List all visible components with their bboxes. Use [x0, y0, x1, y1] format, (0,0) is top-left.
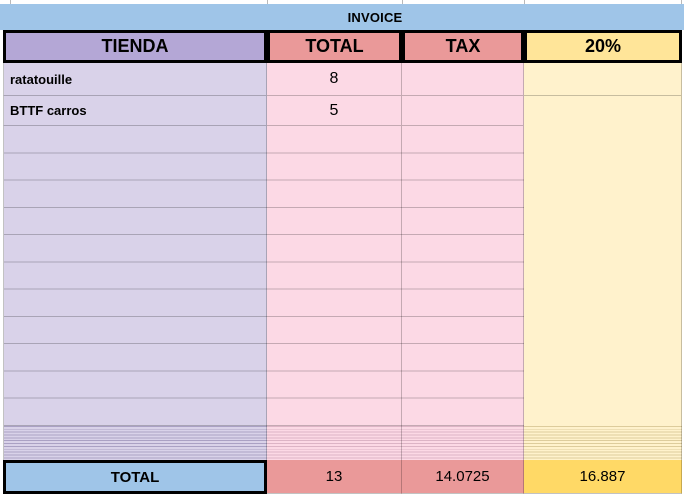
hidden-rows-band-pct [524, 426, 682, 460]
footer-total-label-cell[interactable]: TOTAL [3, 460, 267, 494]
header-cell-total[interactable]: TOTAL [267, 30, 402, 63]
cell-tienda[interactable]: ratatouille [3, 63, 267, 96]
cell-tienda[interactable]: BTTF carros [3, 96, 267, 126]
column-divider-tick [681, 0, 682, 4]
invoice-title-cell[interactable]: INVOICE [0, 4, 684, 30]
footer-tax-value-cell[interactable]: 14.0725 [402, 460, 524, 494]
column-divider-tick [10, 0, 11, 4]
footer-pct-value-cell[interactable]: 16.887 [524, 460, 682, 494]
column-divider-tick [402, 0, 403, 4]
footer-total-value-cell[interactable]: 13 [267, 460, 402, 494]
top-gutter [0, 0, 686, 4]
header-row: TIENDA TOTAL TAX 20% [3, 30, 682, 63]
header-cell-tienda[interactable]: TIENDA [3, 30, 267, 63]
hidden-rows-band-tax [402, 426, 524, 460]
header-cell-pct[interactable]: 20% [524, 30, 682, 63]
column-divider-tick [524, 0, 525, 4]
empty-rows-tax[interactable] [402, 126, 524, 426]
cell-tax[interactable] [402, 63, 524, 96]
invoice-title: INVOICE [347, 9, 403, 25]
cell-pct[interactable] [524, 63, 682, 96]
cell-tax[interactable] [402, 96, 524, 126]
cell-total[interactable]: 8 [267, 63, 402, 96]
hidden-rows-band-tienda [3, 426, 267, 460]
header-cell-tax[interactable]: TAX [402, 30, 524, 63]
empty-rows-tienda[interactable] [3, 126, 267, 426]
table-body: ratatouille 8 BTTF carros 5 TOTAL 13 14.… [3, 63, 682, 494]
merged-pct-cell[interactable] [524, 96, 682, 426]
cell-total[interactable]: 5 [267, 96, 402, 126]
empty-rows-total[interactable] [267, 126, 402, 426]
column-divider-tick [267, 0, 268, 4]
hidden-rows-band-total [267, 426, 402, 460]
